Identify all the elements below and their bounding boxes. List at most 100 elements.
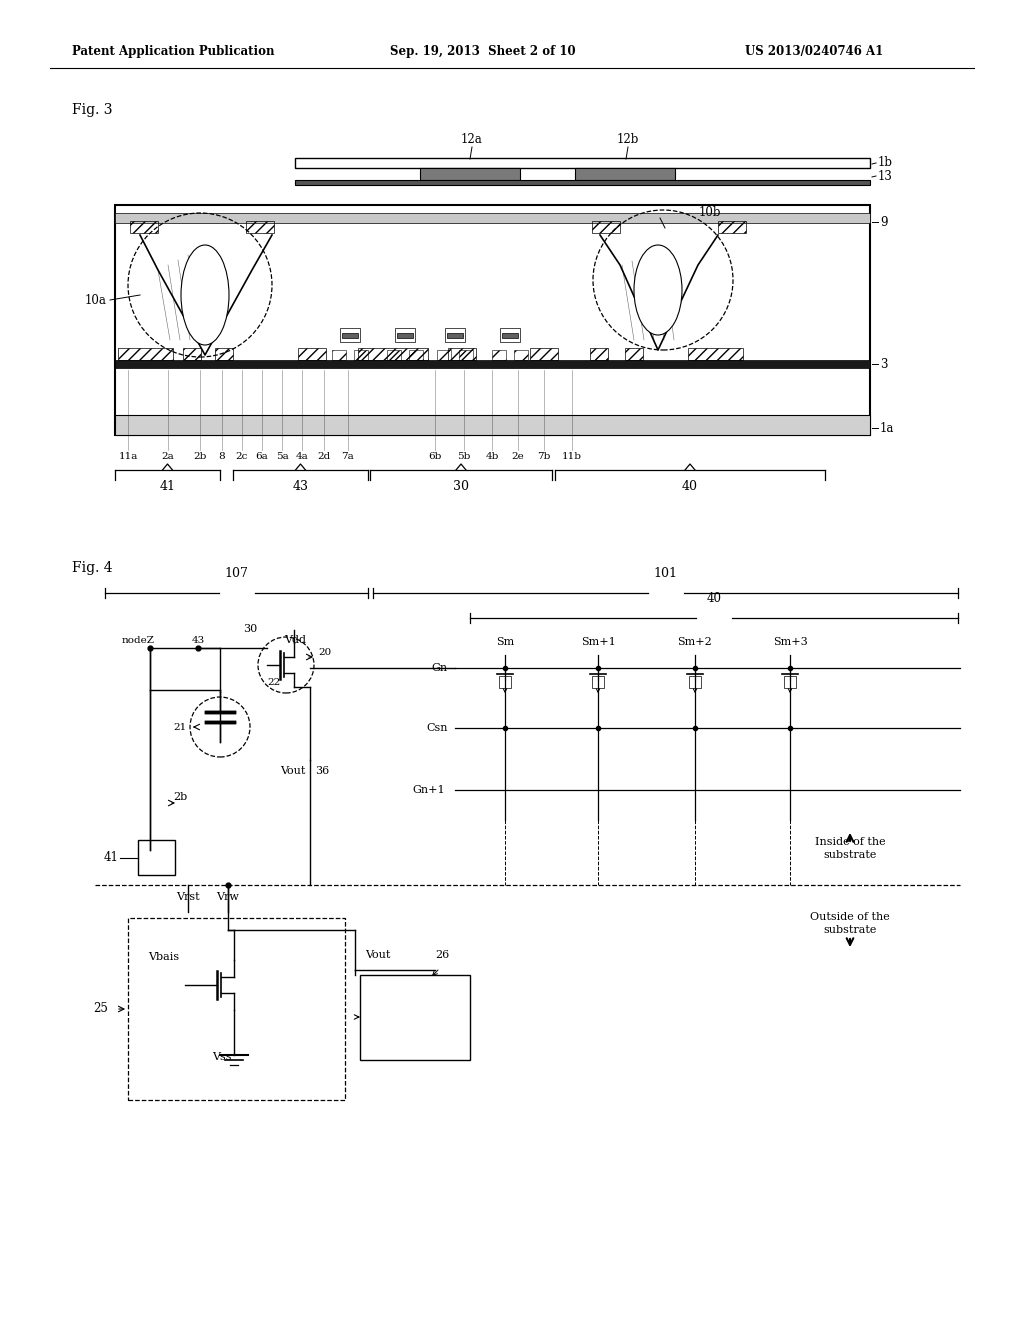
Bar <box>420 168 520 180</box>
Text: 2a: 2a <box>162 451 174 461</box>
Text: Patent Application Publication: Patent Application Publication <box>72 45 274 58</box>
Bar <box>590 348 608 360</box>
Text: 12a: 12a <box>461 133 483 147</box>
Text: 4b: 4b <box>485 451 499 461</box>
Text: 40: 40 <box>707 591 722 605</box>
Text: Gn+1: Gn+1 <box>413 785 445 795</box>
Bar <box>459 350 473 360</box>
Bar <box>492 350 506 360</box>
Text: Fig. 4: Fig. 4 <box>72 561 113 576</box>
Text: 107: 107 <box>224 568 249 579</box>
Text: 36: 36 <box>315 766 330 776</box>
Text: 1b: 1b <box>878 157 893 169</box>
Bar <box>130 220 158 234</box>
Bar <box>592 220 620 234</box>
Text: Gn: Gn <box>432 663 449 673</box>
Text: 13: 13 <box>878 169 893 182</box>
Text: 22: 22 <box>267 678 281 686</box>
Text: 11b: 11b <box>562 451 582 461</box>
Bar <box>298 348 326 360</box>
Text: Sm+2: Sm+2 <box>678 638 713 647</box>
Text: 101: 101 <box>653 568 678 579</box>
Text: 5b: 5b <box>458 451 471 461</box>
Bar <box>115 205 870 436</box>
Bar <box>215 348 233 360</box>
Bar <box>360 975 470 1060</box>
Bar <box>397 333 413 338</box>
Text: 43: 43 <box>293 480 308 492</box>
Text: Vrw: Vrw <box>216 892 240 902</box>
Text: Fig. 3: Fig. 3 <box>72 103 113 117</box>
Bar <box>437 350 451 360</box>
Bar <box>718 220 746 234</box>
Text: 40: 40 <box>682 480 698 492</box>
Bar <box>295 158 870 168</box>
Text: Vout: Vout <box>365 950 390 960</box>
Text: 5a: 5a <box>275 451 289 461</box>
Bar <box>688 348 743 360</box>
Text: 26: 26 <box>435 950 450 960</box>
Bar <box>138 840 175 875</box>
Bar <box>500 327 520 342</box>
Text: 8: 8 <box>219 451 225 461</box>
Text: 3: 3 <box>880 358 888 371</box>
Ellipse shape <box>634 246 682 335</box>
Text: Vss: Vss <box>212 1052 231 1063</box>
Text: Vrst: Vrst <box>176 892 200 902</box>
Text: 20: 20 <box>318 648 331 657</box>
Bar <box>502 333 518 338</box>
Bar <box>395 327 415 342</box>
Bar <box>246 220 274 234</box>
Bar <box>118 348 173 360</box>
Text: 43: 43 <box>191 636 205 645</box>
Bar <box>530 348 558 360</box>
Text: 30: 30 <box>243 624 257 634</box>
Text: Vbais: Vbais <box>148 952 179 962</box>
Bar <box>689 676 701 688</box>
Text: Vout: Vout <box>280 766 305 776</box>
Bar <box>592 676 604 688</box>
Bar <box>115 360 870 368</box>
Text: 41: 41 <box>160 480 175 492</box>
Text: 10b: 10b <box>698 206 721 219</box>
Text: 6b: 6b <box>428 451 441 461</box>
Text: US 2013/0240746 A1: US 2013/0240746 A1 <box>745 45 884 58</box>
Bar <box>183 348 201 360</box>
Text: substrate: substrate <box>823 925 877 935</box>
Bar <box>447 333 463 338</box>
Circle shape <box>190 697 250 756</box>
Text: Sm+1: Sm+1 <box>581 638 615 647</box>
Text: Sm+3: Sm+3 <box>773 638 807 647</box>
Text: 6a: 6a <box>256 451 268 461</box>
Text: 7a: 7a <box>342 451 354 461</box>
Text: nodeZ: nodeZ <box>122 636 155 645</box>
Bar <box>340 327 360 342</box>
Bar <box>784 676 796 688</box>
Text: 30: 30 <box>453 480 469 492</box>
Bar <box>409 350 423 360</box>
Text: Outside of the: Outside of the <box>810 912 890 921</box>
Bar <box>514 350 528 360</box>
Text: Inside of the: Inside of the <box>815 837 886 847</box>
Text: 1a: 1a <box>880 421 894 434</box>
Text: 10a: 10a <box>85 293 106 306</box>
Text: Vdd: Vdd <box>284 635 306 645</box>
Text: 4a: 4a <box>296 451 308 461</box>
Bar <box>445 327 465 342</box>
Text: Csn: Csn <box>427 723 449 733</box>
Text: 2d: 2d <box>317 451 331 461</box>
Text: Sep. 19, 2013  Sheet 2 of 10: Sep. 19, 2013 Sheet 2 of 10 <box>390 45 575 58</box>
Text: substrate: substrate <box>823 850 877 861</box>
Bar <box>354 350 368 360</box>
Text: 2b: 2b <box>173 792 187 803</box>
Text: 2c: 2c <box>236 451 248 461</box>
Bar <box>332 350 346 360</box>
Bar <box>115 213 870 223</box>
Text: 2e: 2e <box>512 451 524 461</box>
Text: 25: 25 <box>93 1002 108 1015</box>
Text: 7b: 7b <box>538 451 551 461</box>
Text: 9: 9 <box>880 215 888 228</box>
Text: 2b: 2b <box>194 451 207 461</box>
Text: 41: 41 <box>103 851 118 865</box>
Bar <box>295 180 870 185</box>
